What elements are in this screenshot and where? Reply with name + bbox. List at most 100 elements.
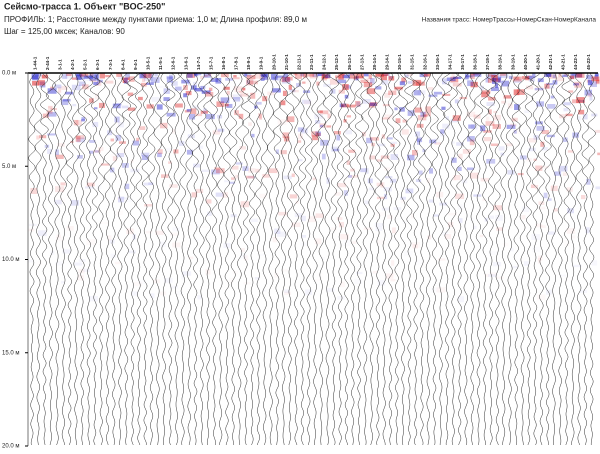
- wave-patch: [356, 271, 363, 275]
- trace-label: 45-22-1: [586, 54, 591, 70]
- wave-patch: [75, 73, 83, 77]
- wave-patch: [243, 282, 251, 284]
- wave-patch: [441, 106, 446, 110]
- trace: [89, 72, 100, 446]
- trace: [555, 72, 565, 446]
- wave-patch: [536, 125, 545, 131]
- wave-patch: [438, 77, 442, 83]
- trace: [462, 72, 470, 446]
- wave-patch: [77, 274, 85, 281]
- wave-patch: [590, 81, 597, 87]
- trace: [153, 72, 162, 446]
- wave-patch: [208, 87, 213, 92]
- wave-patch: [340, 104, 344, 108]
- wave-patch: [116, 153, 125, 158]
- wave-patch: [363, 227, 373, 230]
- wave-patch: [280, 100, 286, 106]
- wave-patch: [512, 118, 517, 122]
- wave-patch: [183, 247, 192, 249]
- wave-patch: [186, 127, 194, 132]
- wave-patch: [428, 94, 438, 97]
- wave-patch: [381, 79, 389, 85]
- wave-patch: [335, 75, 342, 79]
- trace-label: 10-5-1: [146, 56, 151, 70]
- wave-patch: [291, 140, 295, 145]
- trace-label: 23-11-1: [309, 54, 314, 70]
- wave-patch: [563, 107, 569, 112]
- wave-patch: [250, 218, 258, 222]
- wave-patch: [295, 200, 299, 204]
- wave-patch: [124, 77, 128, 84]
- wave-patch: [94, 93, 99, 100]
- trace: [178, 72, 187, 446]
- wave-patch: [345, 130, 353, 135]
- trace-label: 42-21-1: [548, 54, 553, 70]
- wave-patch: [115, 262, 121, 264]
- wave-patch: [96, 185, 101, 189]
- wave-patch: [250, 92, 256, 99]
- wave-patch: [261, 73, 268, 78]
- wave-patch: [281, 269, 288, 272]
- wave-patch: [412, 79, 422, 86]
- wave-patch: [300, 215, 306, 222]
- wave-patch: [89, 98, 94, 103]
- wave-patch: [466, 136, 475, 142]
- wave-patch: [466, 167, 474, 171]
- wave-patch: [173, 227, 180, 231]
- wave-patch: [78, 81, 86, 87]
- wave-patch: [140, 82, 147, 87]
- wave-patch: [308, 73, 315, 77]
- wave-patch: [425, 106, 432, 113]
- wave-patch: [187, 73, 193, 78]
- wave-patch: [93, 107, 98, 110]
- trace-label: 43-21-1: [561, 54, 566, 70]
- wave-patch: [146, 104, 154, 109]
- trace: [436, 72, 446, 446]
- trace: [492, 72, 502, 446]
- wave-patch: [390, 178, 397, 183]
- trace: [305, 72, 313, 446]
- wave-patch: [381, 73, 390, 76]
- wave-patch: [445, 116, 450, 120]
- wave-patch: [226, 103, 233, 108]
- wave-patch: [413, 90, 421, 96]
- wave-patch: [171, 129, 176, 134]
- wave-patch: [163, 97, 170, 101]
- wave-patch: [406, 73, 413, 76]
- trace: [298, 72, 307, 446]
- wave-patch: [390, 278, 396, 282]
- wave-patch: [169, 184, 178, 188]
- trace-label: 31-15-1: [410, 54, 415, 70]
- wave-patch: [114, 116, 120, 123]
- wave-patch: [551, 80, 557, 85]
- wave-patch: [240, 201, 250, 208]
- wave-patch: [262, 174, 270, 178]
- wave-patch: [172, 242, 181, 248]
- wave-patch: [146, 231, 153, 234]
- wave-patch: [334, 192, 341, 196]
- wave-patch: [259, 194, 266, 198]
- wave-patch: [276, 75, 285, 78]
- wave-patch: [80, 73, 89, 77]
- wave-patch: [319, 124, 324, 128]
- wave-patch: [347, 104, 356, 108]
- wave-patch: [301, 99, 311, 104]
- wave-patch: [415, 131, 421, 137]
- wave-patch: [401, 200, 405, 204]
- wave-patch: [65, 91, 74, 95]
- wave-patch: [289, 89, 296, 93]
- wave-patch: [94, 150, 99, 153]
- wave-patch: [47, 88, 57, 94]
- wave-patch: [490, 143, 499, 147]
- wave-patch: [503, 95, 512, 99]
- wave-patch: [28, 120, 32, 125]
- trace-label: 28-14-1: [372, 54, 377, 70]
- wave-patch: [93, 81, 99, 86]
- wave-patch: [316, 81, 320, 86]
- wave-patch: [97, 147, 104, 152]
- wave-patch: [576, 97, 585, 103]
- wave-patch: [224, 180, 230, 183]
- wave-patch: [109, 239, 115, 244]
- wave-patch: [514, 78, 522, 83]
- wave-patch: [62, 98, 71, 102]
